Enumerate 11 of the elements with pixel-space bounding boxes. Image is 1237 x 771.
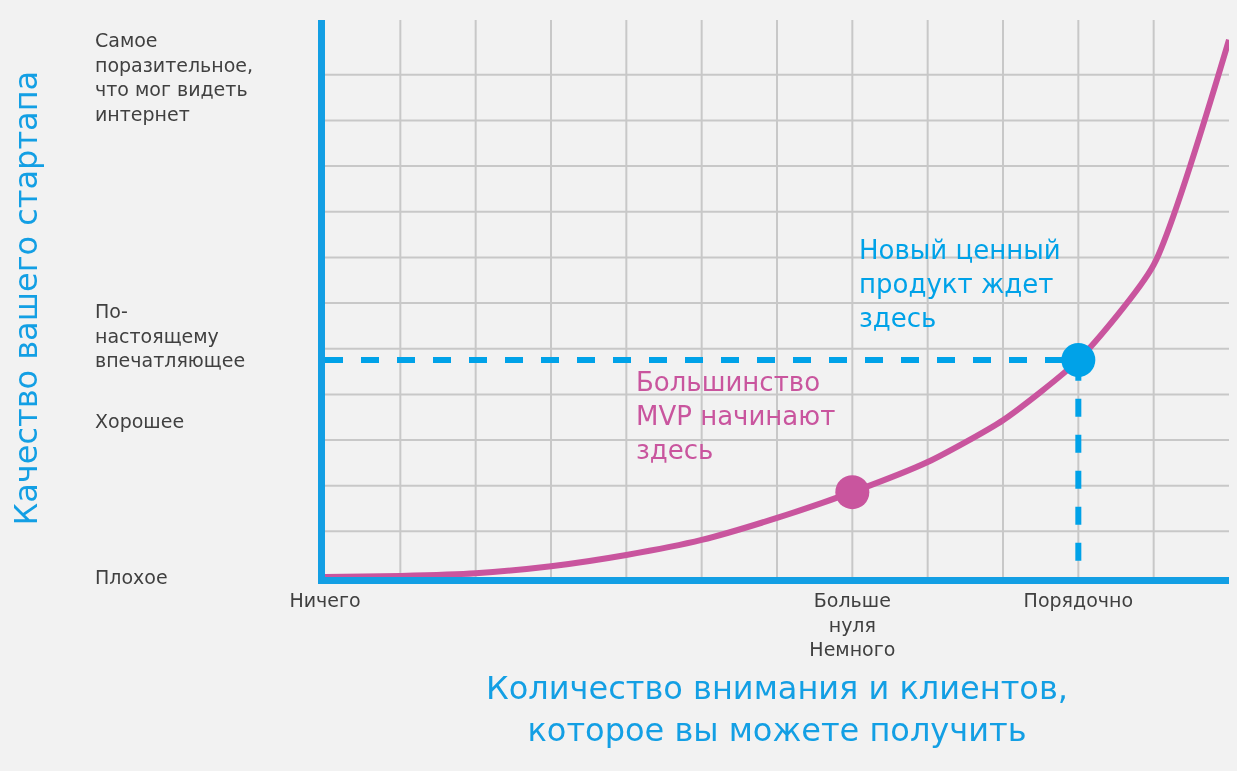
text: Хорошее [95, 410, 185, 432]
text: Самое поразительное, что мог видеть интернет [95, 29, 254, 126]
annotation: Большинство MVP начинают здесь [636, 367, 836, 465]
text: Качество вашего стартапа [6, 70, 45, 526]
x-tick-label: Порядочно [1023, 588, 1134, 611]
x-axis-title: Количество внимания и клиентов, которое вы можете получить [486, 669, 1068, 749]
text: По- настоящему впечатляющее [95, 300, 246, 372]
x-tick-label: Больше нуля Немного [809, 588, 896, 661]
annotation: Новый ценный продукт ждет здесь [859, 235, 1061, 333]
text: Плохое [95, 566, 168, 588]
x-tick-label: Ничего [289, 588, 361, 611]
